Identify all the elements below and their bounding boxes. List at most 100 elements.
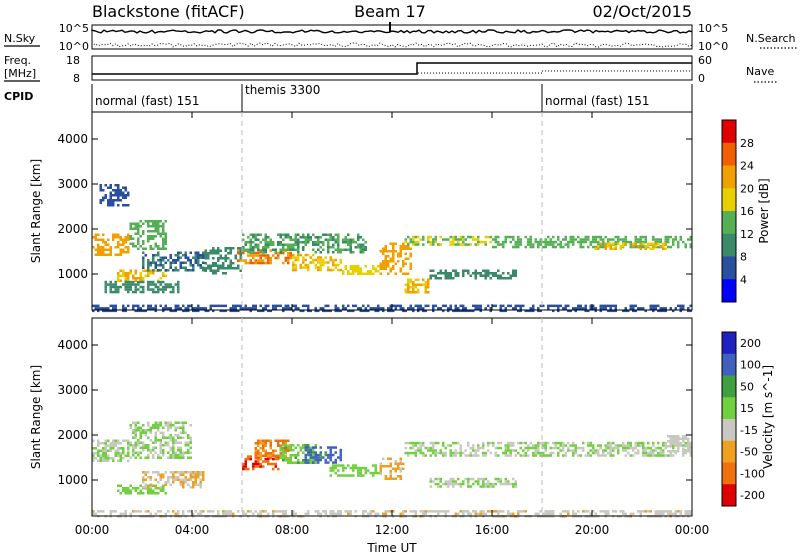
power-cell: [287, 259, 290, 262]
velocity-cell: [339, 453, 342, 457]
power-cell: [414, 235, 417, 239]
power-cell: [334, 309, 337, 313]
velocity-cell: [667, 440, 670, 443]
velocity-cell: [249, 455, 252, 458]
velocity-cell: [562, 444, 565, 447]
velocity-cell: [287, 457, 290, 460]
power-cell: [622, 238, 625, 241]
velocity-cell: [402, 467, 405, 470]
power-cell: [634, 235, 637, 239]
power-cell: [577, 235, 580, 239]
velocity-cell: [397, 475, 400, 478]
velocity-cell: [517, 441, 520, 445]
velocity-cell: [384, 475, 387, 478]
velocity-cell: [244, 462, 247, 466]
power-cell: [222, 262, 225, 265]
power-cell: [449, 240, 452, 244]
power-cell: [412, 286, 415, 289]
velocity-cell: [452, 477, 455, 481]
power-cell: [127, 304, 130, 308]
power-cell: [182, 254, 185, 257]
velocity-cell: [474, 512, 477, 516]
power-cell: [447, 309, 450, 313]
velocity-cell: [524, 441, 527, 445]
power-cell: [347, 309, 350, 313]
power-cell: [372, 272, 375, 275]
velocity-cell: [104, 442, 107, 445]
power-cell: [334, 238, 337, 241]
power-cell: [179, 307, 182, 310]
velocity-cell: [284, 444, 287, 447]
power-cell: [239, 304, 242, 308]
velocity-cell: [189, 424, 192, 427]
velocity-cell: [307, 446, 310, 449]
velocity-cell: [459, 444, 462, 447]
power-cell: [332, 238, 335, 241]
power-cell: [154, 227, 157, 230]
power-cell: [177, 269, 180, 272]
power-cell: [324, 309, 327, 313]
power-cell: [217, 264, 220, 267]
power-cell: [144, 254, 147, 257]
velocity-cell: [332, 464, 335, 467]
velocity-cell: [637, 451, 640, 455]
velocity-cell: [379, 462, 382, 465]
power-cell: [174, 283, 177, 286]
power-cell: [347, 304, 350, 308]
power-cell: [564, 243, 567, 246]
power-cell: [319, 307, 322, 310]
velocity-cell: [592, 451, 595, 455]
power-cell: [112, 204, 115, 207]
velocity-cell: [154, 451, 157, 454]
velocity-cell: [302, 461, 305, 464]
power-cell: [327, 233, 330, 236]
power-cell: [202, 254, 205, 257]
power-cell: [479, 307, 482, 310]
velocity-cell: [524, 454, 527, 457]
power-cell: [564, 307, 567, 310]
power-cell: [97, 246, 100, 249]
velocity-cell: [97, 454, 100, 457]
velocity-cell: [469, 512, 472, 516]
velocity-cell: [509, 512, 512, 516]
power-cell: [189, 304, 192, 308]
velocity-cell: [674, 441, 677, 445]
power-cell: [164, 220, 167, 223]
power-cell: [354, 246, 357, 249]
power-cell: [314, 266, 317, 269]
velocity-cell: [319, 451, 322, 454]
power-cell: [97, 309, 100, 313]
velocity-cell: [177, 454, 180, 457]
power-cell: [524, 245, 527, 249]
power-cell: [109, 204, 112, 207]
velocity-cell: [279, 452, 282, 455]
power-cell: [242, 238, 245, 241]
power-cell: [282, 246, 285, 249]
power-cell: [644, 245, 647, 248]
velocity-cell: [387, 465, 390, 468]
power-cell: [147, 283, 150, 286]
power-cell: [222, 309, 225, 313]
power-cell: [619, 245, 622, 248]
power-cell: [597, 243, 600, 246]
velocity-cell: [177, 449, 180, 452]
power-cell: [327, 238, 330, 241]
power-cell: [257, 243, 260, 246]
power-cell: [417, 291, 420, 294]
power-cell: [369, 307, 372, 310]
power-cell: [97, 307, 100, 310]
velocity-cell: [659, 446, 662, 450]
power-cell: [102, 251, 105, 254]
power-cell: [404, 252, 407, 255]
velocity-cell: [422, 444, 425, 447]
power-cell: [539, 309, 542, 313]
power-cell: [482, 269, 485, 272]
power-cell: [212, 262, 215, 265]
power-cell: [92, 309, 95, 313]
velocity-cell: [294, 461, 297, 464]
power-cell: [112, 283, 115, 286]
velocity-cell: [519, 441, 522, 445]
power-cell: [504, 307, 507, 310]
power-cell: [274, 256, 277, 260]
power-cell: [524, 235, 527, 239]
